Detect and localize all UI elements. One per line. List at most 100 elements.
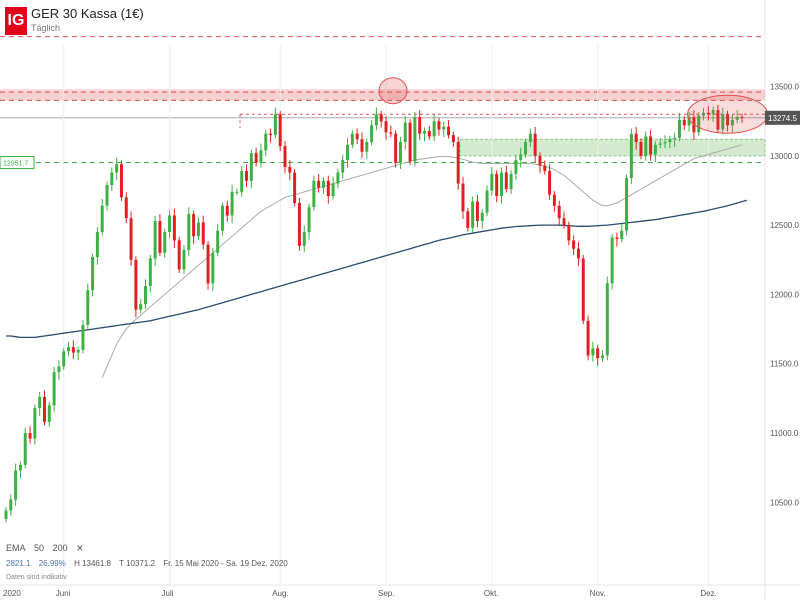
candle-body: [562, 218, 566, 226]
candle-body: [33, 408, 37, 439]
candle-body: [730, 119, 734, 126]
candle-body: [687, 117, 691, 126]
candle-body: [196, 222, 200, 237]
y-tick-label: 10500.0: [770, 498, 799, 507]
candle-body: [495, 173, 499, 197]
candle-body: [192, 214, 196, 237]
candle-body: [682, 119, 686, 126]
candle-body: [605, 283, 609, 356]
candle-body: [543, 165, 547, 172]
candle-body: [144, 286, 147, 305]
stat-low: T 10371.2: [119, 559, 155, 568]
candle-body: [105, 184, 109, 206]
candle-body: [321, 180, 325, 188]
candle-body: [490, 173, 494, 191]
candle-body: [134, 259, 138, 310]
candle-body: [706, 112, 710, 115]
candle-body: [716, 110, 720, 130]
candle-body: [86, 290, 90, 325]
x-tick-label: Nov.: [590, 589, 606, 598]
candle-body: [567, 225, 571, 241]
candle-body: [269, 133, 273, 136]
candle-body: [365, 142, 369, 152]
candle-body: [740, 117, 744, 119]
candle-body: [634, 133, 638, 142]
close-icon[interactable]: ✕: [76, 543, 84, 553]
candle-body: [394, 133, 398, 163]
candle-body: [220, 205, 224, 231]
candle-body: [187, 214, 191, 251]
candle-body: [47, 405, 51, 422]
candle-body: [735, 117, 739, 120]
candle-body: [557, 205, 561, 219]
candle-body: [91, 257, 95, 291]
candle-body: [639, 142, 643, 156]
candle-body: [548, 171, 552, 195]
candle-body: [509, 173, 513, 190]
candle-body: [110, 172, 114, 185]
candle-body: [288, 166, 292, 173]
candle-body: [538, 155, 542, 166]
candle-body: [115, 164, 119, 173]
candle-body: [95, 232, 99, 258]
candle-body: [312, 180, 316, 208]
candle-body: [148, 258, 152, 287]
candle-body: [485, 190, 489, 213]
candle-body: [100, 205, 104, 233]
candle-body: [326, 180, 330, 197]
candle-body: [461, 183, 465, 212]
candle-body: [533, 133, 537, 156]
ema-name: EMA: [6, 543, 26, 553]
stat-date-range: Fr. 15 Mai 2020 - Sa. 19 Dez. 2020: [163, 559, 288, 568]
candle-body: [576, 248, 580, 259]
candle-body: [471, 201, 475, 228]
candle-body: [663, 142, 667, 144]
candle-body: [201, 222, 205, 245]
candle-body: [273, 114, 277, 136]
stat-change-points: 2821.1: [6, 559, 31, 568]
candle-body: [225, 205, 229, 216]
candle-body: [649, 136, 653, 155]
candle-body: [427, 130, 431, 137]
candle-body: [254, 153, 258, 163]
y-tick-label: 11000.0: [770, 429, 799, 438]
candle-body: [163, 232, 167, 253]
candle-body: [172, 215, 176, 241]
candle-body: [615, 237, 619, 239]
ema-50-line: [101, 144, 743, 378]
candle-body: [297, 202, 301, 246]
candle-body: [52, 372, 56, 406]
candle-body: [360, 139, 364, 152]
candle-body: [586, 320, 590, 356]
candle-body: [18, 464, 22, 471]
candle-body: [384, 121, 388, 133]
candle-body: [9, 499, 13, 511]
x-tick-label: Juli: [162, 589, 174, 598]
candle-body: [216, 230, 220, 253]
candle-body: [447, 126, 451, 136]
candle-body: [601, 355, 604, 359]
peak-highlight-circle: [378, 77, 408, 105]
candle-body: [591, 348, 595, 356]
x-tick-label: Juni: [56, 589, 71, 598]
candle-body: [379, 114, 383, 122]
ema-200-line: [6, 199, 747, 339]
candle-body: [62, 351, 66, 367]
candle-body: [711, 110, 715, 115]
candle-body: [124, 197, 128, 219]
last-price-tag: 13274.5: [768, 114, 797, 123]
candle-body: [336, 172, 340, 184]
candle-body: [370, 125, 374, 142]
candle-body: [240, 171, 244, 192]
candle-body: [346, 144, 350, 161]
candle-body: [168, 215, 172, 233]
candle-body: [499, 172, 503, 197]
candle-body: [475, 201, 479, 221]
candle-body: [466, 211, 470, 228]
candle-body: [38, 396, 42, 409]
candle-body: [81, 324, 85, 350]
candle-body: [389, 132, 393, 134]
candle-body: [14, 470, 18, 500]
x-tick-label: 2020: [3, 589, 21, 598]
